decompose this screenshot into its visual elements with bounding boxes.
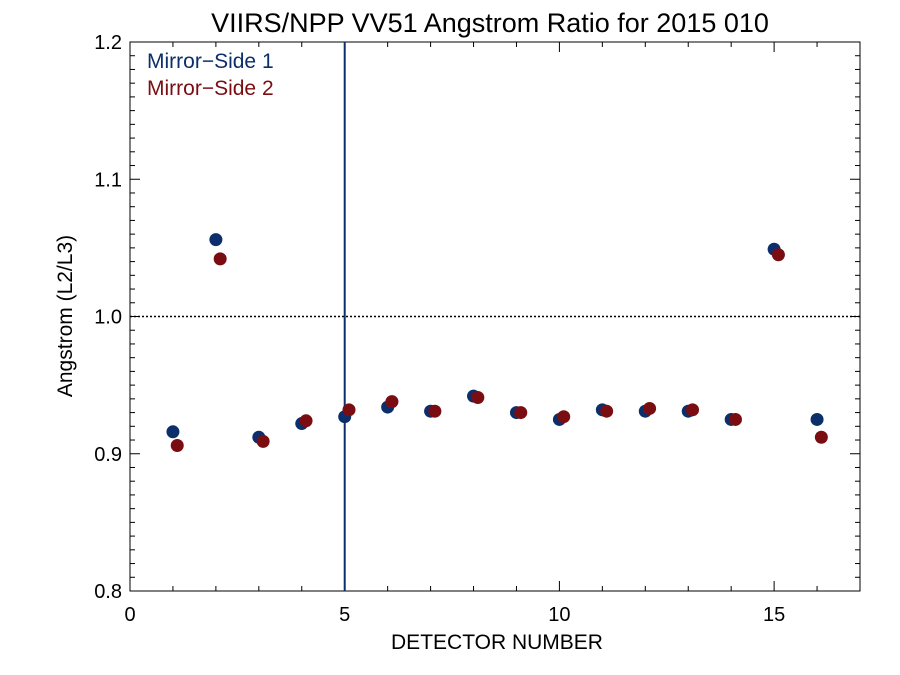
mirror-side-2-point: [600, 404, 614, 418]
mirror-side-1-point: [810, 412, 824, 426]
mirror-side-2-point: [342, 403, 356, 417]
mirror-side-2-point: [643, 401, 657, 415]
y-tick-label: 1.1: [94, 169, 122, 191]
data-points: [166, 233, 828, 453]
x-axis: 0 5 10 15: [124, 42, 861, 626]
mirror-side-2-point: [213, 252, 227, 266]
mirror-side-2-point: [256, 434, 270, 448]
mirror-side-1-point: [166, 425, 180, 439]
y-axis-label: Angstrom (L2/L3): [54, 235, 77, 397]
x-tick-label: 15: [763, 604, 785, 626]
mirror-side-2-point: [170, 439, 184, 453]
y-tick-label: 1.2: [94, 32, 122, 54]
mirror-side-2-point: [686, 403, 700, 417]
y-tick-label: 0.8: [94, 581, 122, 603]
mirror-side-2-point: [428, 404, 442, 418]
legend: Mirror−Side 1 Mirror−Side 2: [147, 50, 274, 100]
legend-mirror-side-2: Mirror−Side 2: [147, 77, 274, 100]
mirror-side-2-point: [814, 430, 828, 444]
x-axis-label: DETECTOR NUMBER: [391, 631, 603, 654]
mirror-side-1-point: [209, 233, 223, 247]
mirror-side-2-point: [299, 414, 313, 428]
mirror-side-2-point: [557, 410, 571, 424]
y-tick-label: 1.0: [94, 307, 122, 329]
y-tick-label: 0.9: [94, 444, 122, 466]
chart-title: VIIRS/NPP VV51 Angstrom Ratio for 2015 0…: [211, 8, 769, 38]
mirror-side-2-point: [471, 390, 485, 404]
x-tick-label: 0: [124, 604, 135, 626]
reference-lines: [130, 42, 860, 591]
mirror-side-2-point: [728, 412, 742, 426]
legend-mirror-side-1: Mirror−Side 1: [147, 50, 274, 73]
x-tick-label: 10: [548, 604, 570, 626]
x-tick-label: 5: [339, 604, 350, 626]
mirror-side-2-point: [385, 395, 399, 409]
y-axis: 0.8 0.9 1.0 1.1 1.2: [94, 32, 860, 603]
mirror-side-2-point: [771, 248, 785, 262]
mirror-side-2-point: [514, 406, 528, 420]
